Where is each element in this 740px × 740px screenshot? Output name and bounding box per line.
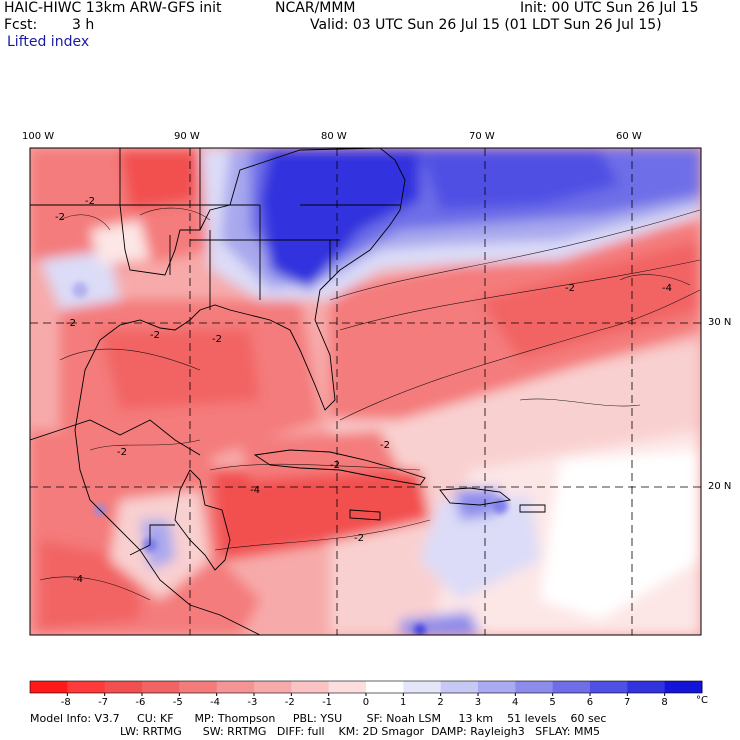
init-time: Init: 00 UTC Sun 26 Jul 15: [520, 0, 699, 16]
model-info-line2: LW: RRTMG SW: RRTMG DIFF: full KM: 2D Sm…: [120, 725, 600, 738]
field-name: Lifted index: [7, 34, 90, 50]
model-title: HAIC-HIWC 13km ARW-GFS init: [4, 0, 222, 16]
contour-label: -2: [565, 283, 575, 294]
contour-label: -2: [330, 460, 340, 471]
colorbar-tick-label: -2: [284, 697, 295, 708]
forecast-hour: 3 h: [72, 17, 95, 33]
colorbar-swatch: [403, 681, 442, 693]
colorbar-swatch: [328, 681, 367, 693]
colorbar-swatch: [552, 681, 591, 693]
contour-label: -2: [380, 440, 390, 451]
contour-label: -4: [73, 574, 83, 585]
colorbar-tick-label: 0: [362, 697, 370, 708]
contour-label: -4: [250, 485, 260, 496]
coastlines: [30, 148, 546, 635]
contour-label: -2: [354, 533, 364, 544]
lon-label: 100 W: [22, 131, 55, 142]
colorbar-unit: °C: [696, 695, 708, 706]
colorbar-tick-label: -3: [247, 697, 258, 708]
lat-label: 30 N: [708, 317, 732, 328]
colorbar-swatch: [30, 681, 68, 693]
colorbar-swatch: [366, 681, 404, 693]
lat-label: 20 N: [708, 481, 732, 492]
colorbar-tick-label: -8: [60, 697, 71, 708]
contour-label: -2: [117, 447, 127, 458]
contour-label: -4: [662, 283, 672, 294]
lat-lon-grid: [30, 148, 701, 635]
colorbar-swatch: [627, 681, 666, 693]
model-info-line1: Model Info: V3.7 CU: KF MP: Thompson PBL…: [30, 712, 607, 725]
map-field: [30, 148, 701, 635]
colorbar-tick-label: -7: [98, 697, 109, 708]
colorbar-tick-label: 8: [661, 697, 668, 708]
lon-label: 90 W: [174, 131, 200, 142]
colorbar-swatch: [440, 681, 479, 693]
contour-label: -2: [66, 318, 76, 329]
colorbar-swatch: [104, 681, 143, 693]
colorbar-tick-label: 2: [437, 697, 444, 708]
lon-label: 70 W: [469, 131, 495, 142]
colorbar: [29, 680, 703, 696]
colorbar-swatch: [142, 681, 180, 693]
colorbar-tick-label: -4: [210, 697, 221, 708]
contour-label: -2: [55, 212, 65, 223]
colorbar-swatch: [478, 681, 516, 693]
contours: [39, 207, 701, 601]
colorbar-swatch: [254, 681, 292, 693]
forecast-label: Fcst:: [4, 17, 38, 33]
colorbar-tick-label: -1: [322, 697, 333, 708]
colorbar-swatch: [590, 681, 628, 693]
colorbar-tick-label: -6: [135, 697, 146, 708]
contour-label: -2: [212, 334, 222, 345]
colorbar-swatch: [291, 681, 330, 693]
colorbar-tick-label: 3: [474, 697, 482, 708]
contour-label: -2: [85, 196, 95, 207]
lon-label: 60 W: [616, 131, 642, 142]
colorbar-tick-label: 7: [624, 697, 631, 708]
colorbar-swatch: [515, 681, 554, 693]
colorbar-tick-label: 4: [512, 697, 519, 708]
map-frame: [29, 147, 702, 636]
colorbar-tick-label: 5: [549, 697, 556, 708]
valid-time: Valid: 03 UTC Sun 26 Jul 15 (01 LDT Sun …: [310, 17, 662, 33]
colorbar-tick-label: 6: [586, 697, 594, 708]
contour-label: -2: [150, 330, 160, 341]
colorbar-tick-label: -5: [172, 697, 183, 708]
colorbar-tick-label: 1: [400, 697, 407, 708]
colorbar-swatch: [664, 681, 703, 693]
colorbar-swatch: [67, 681, 106, 693]
colorbar-swatch: [216, 681, 255, 693]
colorbar-swatch: [179, 681, 218, 693]
lon-label: 80 W: [321, 131, 347, 142]
org-label: NCAR/MMM: [275, 0, 356, 16]
